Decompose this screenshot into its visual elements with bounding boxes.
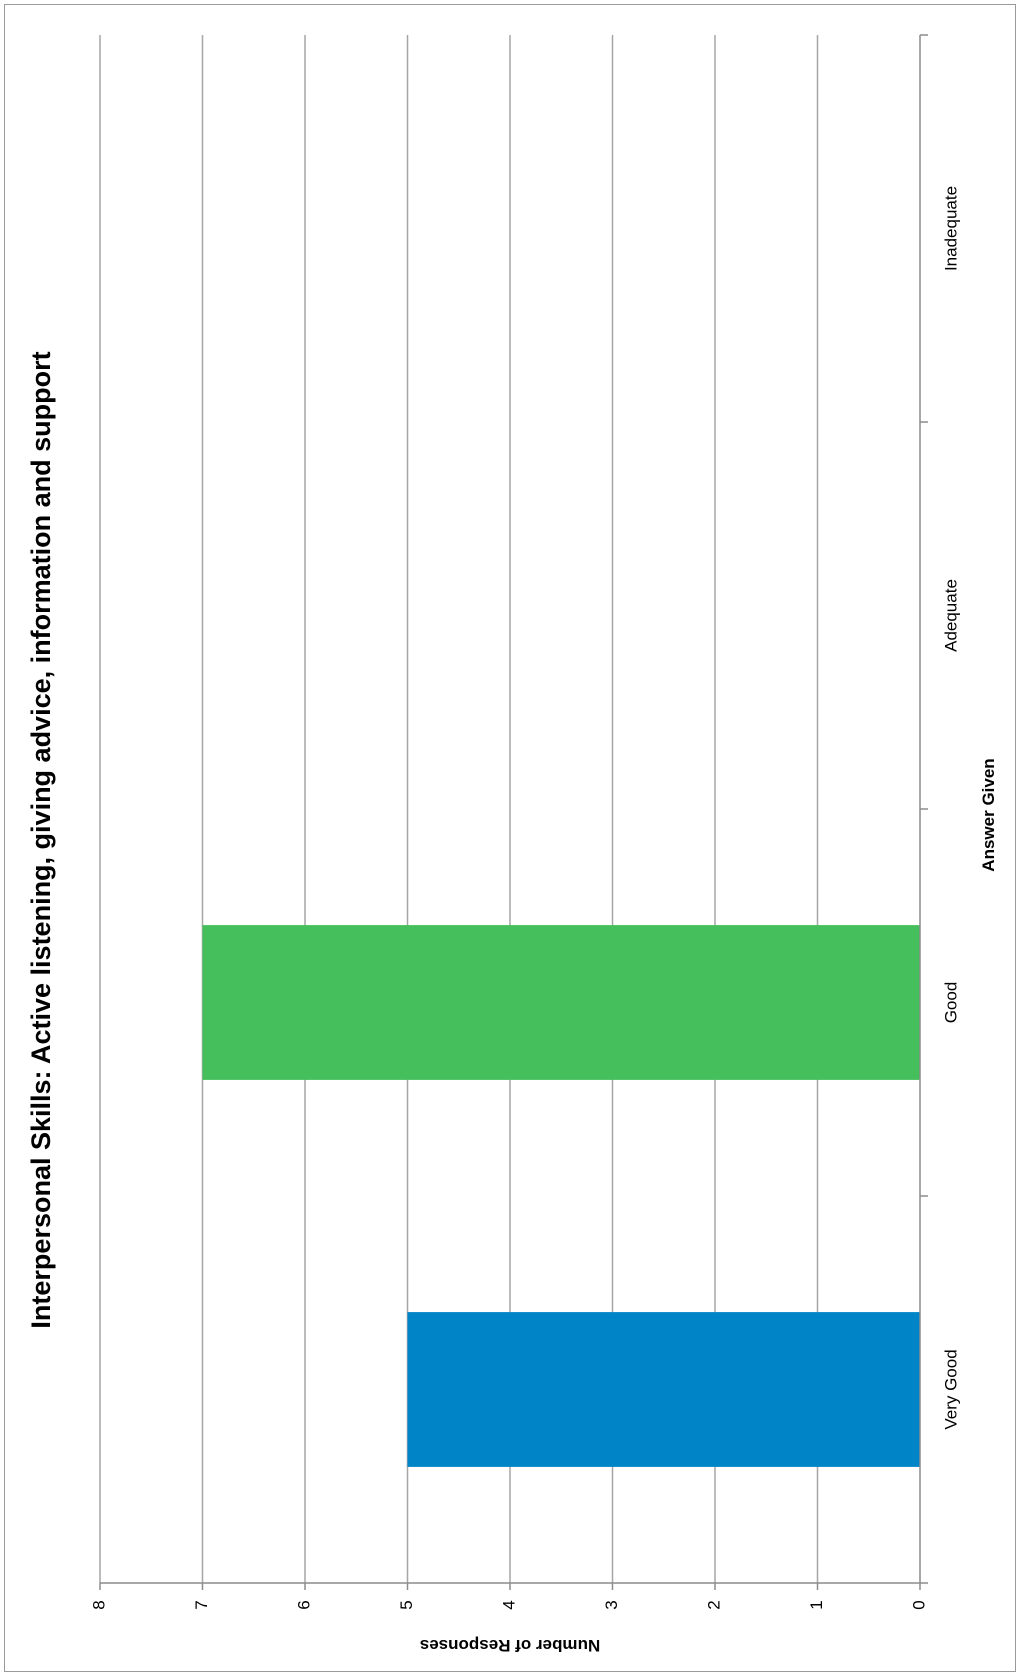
value-tick-label: 4 — [499, 1600, 518, 1609]
chart-title: Interpersonal Skills: Active listening, … — [26, 351, 56, 1328]
chart-frame — [4, 4, 1016, 1672]
bar — [202, 925, 920, 1080]
value-tick-label: 7 — [192, 1600, 211, 1609]
value-tick-label: 5 — [397, 1600, 416, 1609]
category-label: Adequate — [941, 579, 960, 652]
category-label: Very Good — [941, 1349, 960, 1429]
category-tick-marks — [920, 34, 928, 1584]
category-label: Inadequate — [941, 186, 960, 271]
value-tick-label: 3 — [602, 1600, 621, 1609]
bars — [202, 925, 920, 1467]
value-tick-label: 8 — [89, 1600, 108, 1609]
value-tick-labels: 0 1 2 3 4 5 6 7 8 — [89, 1583, 928, 1610]
value-tick-label: 2 — [704, 1600, 723, 1609]
value-tick-label: 0 — [909, 1600, 928, 1609]
category-label: Good — [941, 982, 960, 1024]
value-tick-label: 6 — [294, 1600, 313, 1609]
value-tick-label: 1 — [807, 1600, 826, 1609]
category-tick-labels: Very Good Good Adequate Inadequate — [941, 186, 960, 1430]
bar — [407, 1312, 920, 1467]
x-axis-title: Answer Given — [979, 758, 998, 871]
y-axis-title: Number of Responses — [420, 1636, 600, 1655]
